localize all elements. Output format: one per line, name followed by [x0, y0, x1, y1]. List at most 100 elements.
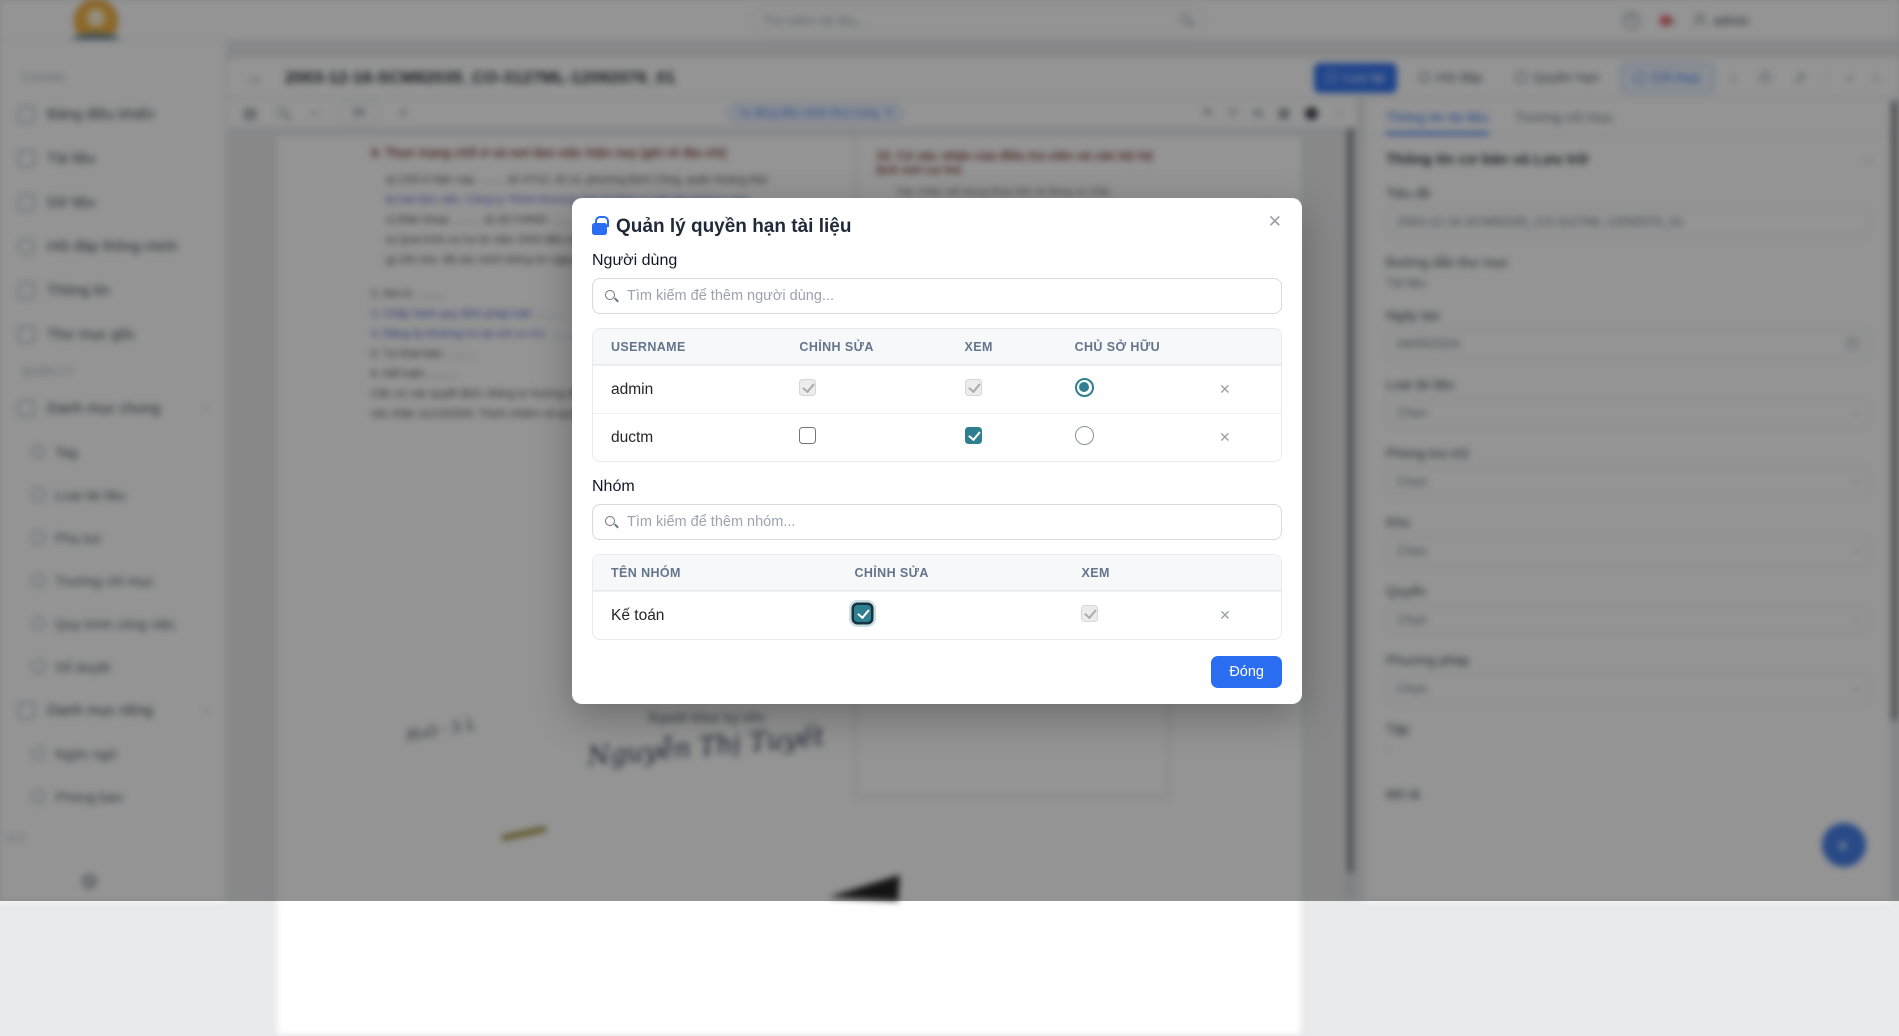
index-icon: [1634, 72, 1646, 83]
sidebar-item-data[interactable]: Dữ liệu: [18, 180, 225, 224]
chat-fab[interactable]: ▸: [1822, 823, 1866, 867]
user-search-input[interactable]: [627, 288, 1269, 304]
calendar-icon: [1847, 338, 1859, 350]
zoom-in-icon[interactable]: +: [398, 104, 408, 122]
user-search[interactable]: [592, 278, 1282, 314]
save-icon: [1326, 72, 1338, 83]
close-icon[interactable]: ✕: [1267, 212, 1282, 231]
printer-icon[interactable]: ⎙: [1759, 69, 1772, 86]
groups-table-header: TÊN NHÓM CHỈNH SỬA XEM: [593, 555, 1281, 591]
page-heading-left: 9. Thực trạng chỗ ở và nơi làm việc hiện…: [371, 146, 727, 160]
link-icon[interactable]: ⧉: [1253, 105, 1263, 120]
close-modal-button[interactable]: Đóng: [1211, 656, 1282, 688]
view-checkbox: [964, 378, 982, 396]
groups-section-label: Nhóm: [592, 478, 635, 495]
zoom-level-input[interactable]: [338, 103, 379, 123]
doc-type-select[interactable]: Chọn ›: [1386, 398, 1870, 428]
qa-button[interactable]: Hỏi đáp: [1407, 63, 1495, 93]
group-name-cell: Kế toán: [611, 606, 665, 624]
more-icon[interactable]: ⋮: [1333, 105, 1346, 120]
created-date-field[interactable]: 06/05/2024: [1386, 329, 1870, 359]
owner-radio[interactable]: [1074, 377, 1094, 397]
global-search[interactable]: [750, 7, 1206, 34]
shield-icon: [1516, 72, 1528, 83]
view-checkbox[interactable]: [964, 426, 982, 444]
viewer-scrollbar[interactable]: [1346, 128, 1355, 898]
tab-index-fields[interactable]: Trường chỉ mục: [1514, 108, 1614, 125]
groups-permission-table: TÊN NHÓM CHỈNH SỬA XEM Kế toán ✕: [592, 554, 1282, 640]
search-icon: [1180, 14, 1193, 27]
sidebar-item-smart-qa[interactable]: Hỏi đáp thông minh: [18, 224, 225, 268]
chip-close-icon[interactable]: ✕: [884, 107, 894, 119]
warehouse-select[interactable]: Chọn ›: [1386, 536, 1870, 566]
edit-checkbox[interactable]: [854, 604, 872, 622]
notification-badge: 1: [1659, 15, 1671, 26]
remove-user-icon[interactable]: ✕: [1219, 380, 1231, 397]
remove-group-icon[interactable]: ✕: [1219, 606, 1231, 623]
help-icon[interactable]: ?: [1622, 11, 1640, 29]
tab-document-info[interactable]: Thông tin tài liệu: [1386, 99, 1489, 135]
fit-mode-chip[interactable]: Tự động điều chỉnh theo trang ✕: [727, 104, 904, 122]
view-checkbox: [1081, 604, 1099, 622]
lock-icon: [592, 216, 609, 235]
method-select[interactable]: Chọn ›: [1386, 674, 1870, 704]
info-icon: [18, 281, 35, 299]
sidebar-item-language[interactable]: Ngôn ngữ: [18, 732, 225, 775]
doc-type-icon: [32, 488, 45, 501]
category-icon: [18, 399, 35, 417]
thumbnails-panel-icon[interactable]: ▤: [243, 105, 258, 122]
folder-path-value: Tài liệu: [1386, 276, 1427, 290]
edit-checkbox[interactable]: [799, 426, 817, 444]
download-icon[interactable]: ↓: [1729, 69, 1738, 86]
record-icon[interactable]: [1305, 106, 1318, 120]
gear-icon[interactable]: ⚙: [80, 871, 99, 894]
permissions-modal: Quản lý quyền hạn tài liệu ✕ Người dùng …: [572, 198, 1302, 704]
group-search[interactable]: [592, 504, 1282, 540]
index-button[interactable]: Chỉ mục: [1621, 62, 1714, 93]
sidebar-group-private-categories[interactable]: Danh mục riêng ›: [18, 688, 225, 732]
sidebar-item-info[interactable]: Thông tin: [18, 268, 225, 312]
filter-icon[interactable]: ▽: [1228, 105, 1239, 120]
sidebar-group-common-categories[interactable]: Danh mục chung ›: [18, 386, 225, 430]
sidebar-item-root-folder[interactable]: Thư mục gốc: [18, 312, 225, 356]
group-row-ketoan: Kế toán ✕: [593, 591, 1281, 639]
find-in-doc-icon[interactable]: [277, 106, 290, 120]
back-arrow-icon[interactable]: ←: [247, 67, 265, 87]
save-button[interactable]: Lưu lại: [1314, 62, 1397, 93]
folder-icon: [18, 325, 35, 343]
pen-icon[interactable]: ✎: [1202, 105, 1214, 120]
sidebar-item-index-fields[interactable]: Trường chỉ mục: [18, 559, 225, 602]
sidebar-item-appendix[interactable]: Phụ lục: [18, 516, 225, 559]
document-icon: [18, 149, 35, 167]
group-search-input[interactable]: [627, 514, 1269, 530]
chevron-right-icon[interactable]: ›: [1874, 69, 1879, 86]
chat-icon: [18, 237, 35, 255]
sidebar-item-workflow[interactable]: Quy trình công việc: [18, 602, 225, 645]
permissions-button[interactable]: Quyền hạn: [1504, 63, 1611, 93]
remove-user-icon[interactable]: ✕: [1219, 428, 1231, 445]
sidebar-item-tag[interactable]: Tag: [18, 430, 225, 473]
share-icon[interactable]: ↗: [1793, 69, 1806, 87]
grid-icon[interactable]: ▦: [1277, 105, 1290, 120]
sidebar-item-register[interactable]: Sổ duyệt: [18, 645, 225, 688]
user-icon: [1692, 13, 1707, 27]
version-label: v2.0: [6, 833, 25, 844]
current-username[interactable]: admin: [1713, 12, 1749, 28]
sidebar-item-dashboard[interactable]: Bảng điều khiển: [18, 92, 225, 136]
zoom-out-icon[interactable]: −: [310, 104, 319, 122]
owner-radio[interactable]: [1074, 425, 1094, 445]
chevron-left-icon[interactable]: ‹: [1847, 69, 1852, 86]
right-panel: Thông tin tài liệu Trường chỉ mục Thông …: [1366, 99, 1890, 901]
title-field[interactable]: 2003-12-16-SCM82035_CO-3127ML-12092076_0…: [1386, 207, 1870, 237]
viewer-toolbar: ▤ − + Tự động điều chỉnh theo trang ✕ ✎ …: [227, 99, 1356, 128]
sidebar-item-doc-type[interactable]: Loại tài liệu: [18, 473, 225, 516]
username-cell: ductm: [611, 428, 654, 446]
storage-room-select[interactable]: Chọn ›: [1386, 467, 1870, 497]
panel-scrollbar[interactable]: [1890, 99, 1899, 901]
sidebar-item-documents[interactable]: Tài liệu: [18, 136, 225, 180]
panel-section-title: Thông tin cơ bản và Lưu trữ: [1386, 151, 1589, 168]
volume-select[interactable]: Chọn ›: [1386, 605, 1870, 635]
sidebar-item-department[interactable]: Phòng ban: [18, 775, 225, 818]
sidebar: CHUNG Bảng điều khiển Tài liệu Dữ liệu H…: [0, 40, 226, 901]
global-search-input[interactable]: [763, 13, 1180, 28]
